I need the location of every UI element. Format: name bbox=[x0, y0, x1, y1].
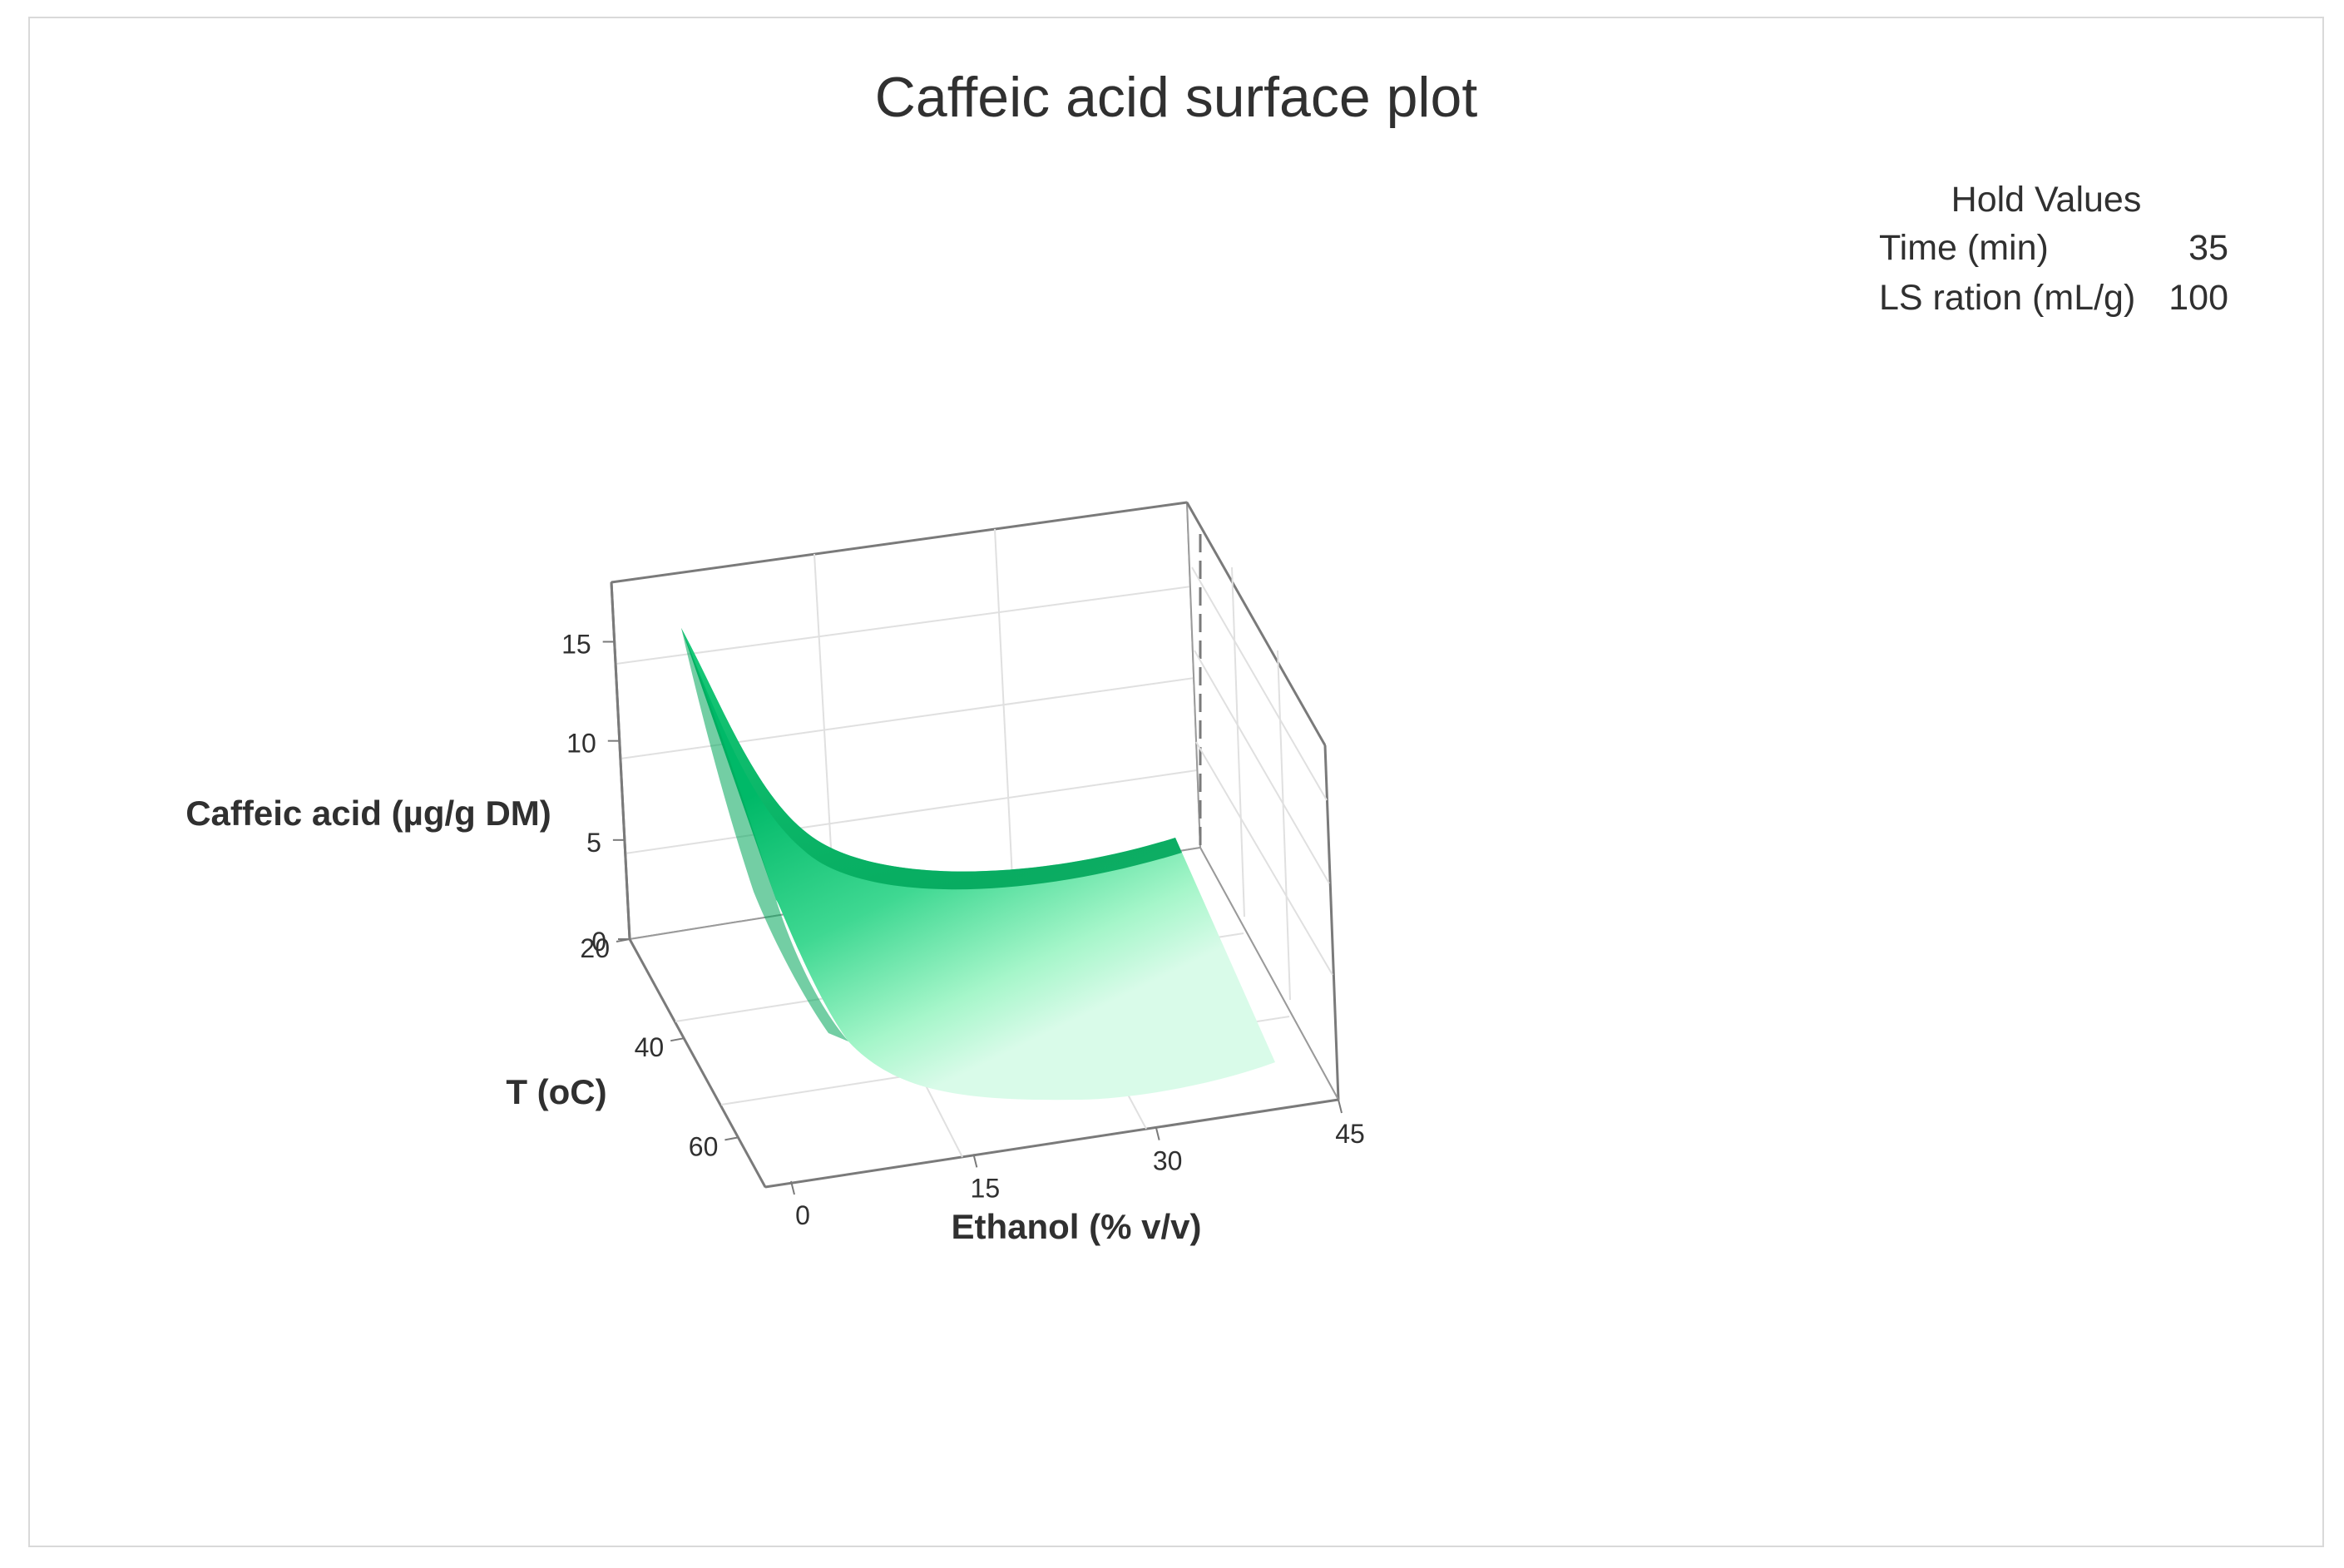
chart-title: Caffeic acid surface plot bbox=[875, 66, 1478, 129]
grid-line bbox=[1231, 566, 1245, 918]
z-axis-ticks: 0 5 10 15 bbox=[561, 630, 630, 957]
x-axis-ticks: 0 15 30 45 bbox=[790, 1099, 1365, 1230]
grid-line bbox=[1191, 566, 1328, 801]
floor-front-edge bbox=[764, 1098, 1339, 1189]
side-wall-right-edge bbox=[1323, 744, 1340, 1101]
surface-plot: Caffeic acid surface plot Hold Values Ti… bbox=[185, 66, 2228, 1246]
side-wall-top-edge bbox=[1185, 502, 1327, 746]
grid-line bbox=[1194, 650, 1330, 884]
y-axis: 20 40 60 T (oC) bbox=[506, 933, 739, 1161]
y-axis-ticks: 20 40 60 bbox=[580, 933, 739, 1161]
x-axis: 0 15 30 45 Ethanol (% v/v) bbox=[790, 1099, 1365, 1246]
x-tick-mark bbox=[1338, 1099, 1343, 1114]
chart-frame: Caffeic acid surface plot Hold Values Ti… bbox=[28, 17, 2324, 1547]
y-tick-label: 60 bbox=[689, 1131, 719, 1161]
z-tick-label: 0 bbox=[591, 927, 606, 957]
grid-line bbox=[994, 528, 1013, 879]
x-tick-mark bbox=[790, 1180, 795, 1195]
z-axis: 0 5 10 15 Caffeic acid (µg/g DM) bbox=[185, 581, 631, 957]
y-tick-label: 40 bbox=[635, 1032, 665, 1062]
grid-line bbox=[625, 769, 1198, 854]
grid-line bbox=[1195, 741, 1333, 976]
hold-value-ls-ratio: 100 bbox=[2168, 278, 2228, 318]
x-tick-label: 0 bbox=[795, 1200, 810, 1230]
hold-value-time: 35 bbox=[2188, 228, 2228, 268]
hold-label-time: Time (min) bbox=[1879, 228, 2049, 268]
z-tick-label: 10 bbox=[566, 729, 596, 759]
hold-label-ls-ratio: LS ration (mL/g) bbox=[1879, 278, 2135, 318]
x-tick-label: 45 bbox=[1335, 1119, 1365, 1149]
hold-values-heading: Hold Values bbox=[1951, 180, 2142, 220]
surface-mesh bbox=[681, 628, 1275, 1101]
y-tick-mark bbox=[724, 1136, 739, 1141]
floor-left-edge bbox=[628, 938, 767, 1188]
z-tick-label: 5 bbox=[586, 828, 601, 858]
z-tick-label: 15 bbox=[561, 630, 591, 660]
response-surface bbox=[681, 628, 1275, 1101]
y-axis-title: T (oC) bbox=[506, 1072, 606, 1111]
hold-values: Hold Values Time (min) 35 LS ration (mL/… bbox=[1879, 180, 2228, 318]
x-axis-title: Ethanol (% v/v) bbox=[951, 1207, 1201, 1246]
x-tick-mark bbox=[972, 1154, 978, 1168]
y-tick-label: 20 bbox=[580, 933, 610, 963]
x-tick-label: 30 bbox=[1153, 1146, 1183, 1176]
surface-back-edge bbox=[681, 628, 1182, 890]
y-tick-mark bbox=[616, 938, 631, 942]
y-tick-mark bbox=[670, 1037, 685, 1042]
x-tick-mark bbox=[1155, 1126, 1160, 1140]
z-axis-title: Caffeic acid (µg/g DM) bbox=[185, 794, 551, 833]
back-wall-top-edge bbox=[611, 501, 1188, 584]
x-tick-label: 15 bbox=[971, 1173, 1001, 1203]
grid-line bbox=[616, 586, 1192, 665]
grid-line bbox=[1277, 650, 1291, 1001]
